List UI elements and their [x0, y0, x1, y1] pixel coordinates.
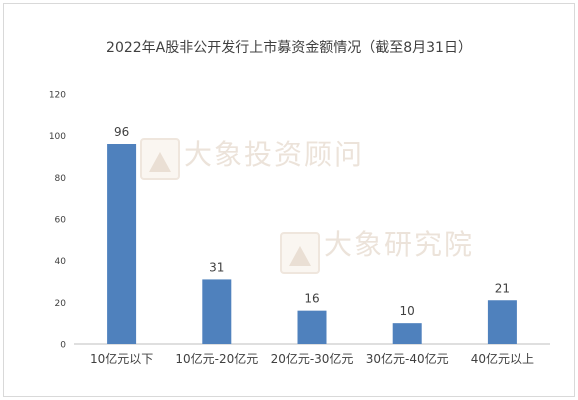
x-tick-label: 20亿元-30亿元: [271, 351, 354, 366]
y-tick-label: 40: [55, 257, 67, 267]
watermark-text: 大象研究院: [324, 228, 474, 261]
data-label: 16: [304, 292, 319, 306]
x-tick-label: 10亿元以下: [90, 351, 153, 366]
chart-title: 2022年A股非公开发行上市募资金额情况（截至8月31日）: [106, 39, 472, 56]
chart-frame: 大象投资顾问大象研究院 2022年A股非公开发行上市募资金额情况（截至8月31日）…: [3, 3, 575, 397]
y-tick-label: 60: [55, 216, 67, 226]
y-tick-label: 20: [55, 299, 67, 309]
y-tick-label: 0: [60, 341, 66, 351]
bar: [487, 300, 517, 344]
bar: [392, 323, 422, 344]
bar: [107, 144, 137, 344]
watermark-text: 大象投资顾问: [184, 138, 364, 171]
bar: [202, 279, 232, 344]
x-tick-label: 10亿元-20亿元: [175, 351, 258, 366]
data-label: 96: [114, 125, 129, 139]
x-tick-label: 40亿元以上: [471, 351, 534, 366]
watermark-logo-icon: [140, 138, 180, 180]
y-tick-label: 80: [55, 174, 67, 184]
y-tick-label: 120: [49, 91, 66, 101]
x-tick-label: 30亿元-40亿元: [366, 351, 449, 366]
bar: [297, 310, 327, 344]
watermark-logo-icon: [280, 232, 320, 274]
data-label: 10: [400, 304, 415, 318]
data-label: 21: [495, 281, 510, 295]
data-label: 31: [209, 260, 224, 274]
y-tick-label: 100: [49, 132, 66, 142]
